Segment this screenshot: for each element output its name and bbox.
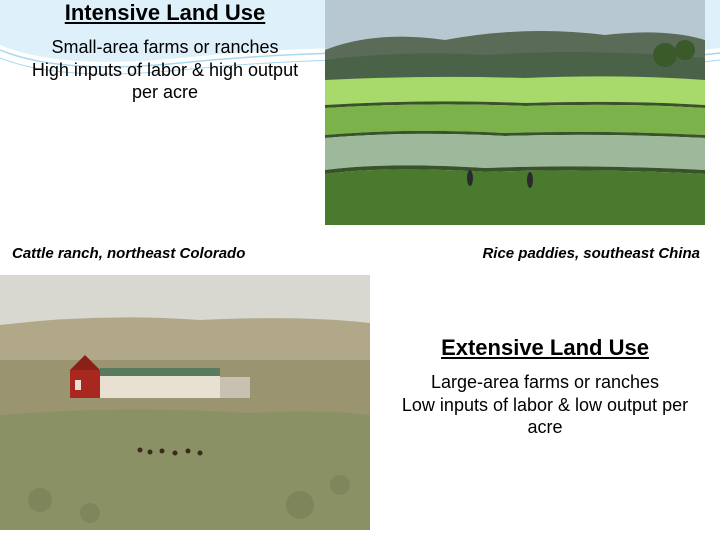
intensive-desc: Small-area farms or ranches High inputs … (30, 36, 300, 104)
intensive-land-use-block: Intensive Land Use Small-area farms or r… (30, 0, 300, 104)
extensive-heading: Extensive Land Use (395, 335, 695, 361)
cattle-ranch-image (0, 275, 370, 530)
extensive-land-use-block: Extensive Land Use Large-area farms or r… (395, 335, 695, 439)
caption-rice-paddies: Rice paddies, southeast China (482, 245, 700, 262)
caption-cattle-ranch: Cattle ranch, northeast Colorado (12, 245, 245, 262)
intensive-heading: Intensive Land Use (30, 0, 300, 26)
extensive-desc: Large-area farms or ranches Low inputs o… (395, 371, 695, 439)
rice-paddies-image (325, 0, 705, 225)
